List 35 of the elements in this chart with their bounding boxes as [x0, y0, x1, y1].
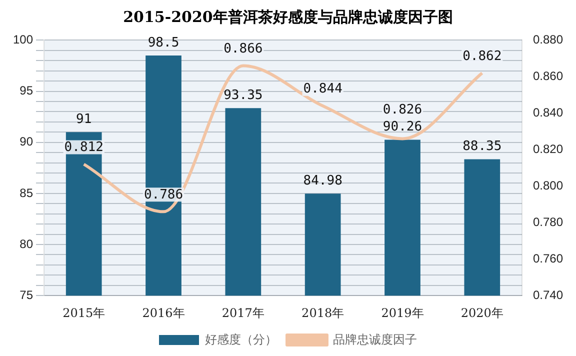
y2-tick-label: 0.740 — [532, 288, 564, 302]
chart-title: 2015-2020年普洱茶好感度与品牌忠诚度因子图 — [122, 7, 454, 28]
data-label: 0.786 — [144, 188, 184, 203]
data-label: 88.35 — [462, 139, 502, 154]
data-label: 0.866 — [224, 42, 263, 57]
data-label: 98.5 — [148, 35, 180, 50]
y2-tick-label: 0.800 — [532, 178, 564, 192]
y-tick-label: 85 — [20, 186, 34, 200]
y2-tick-label: 0.860 — [532, 69, 564, 83]
x-tick-label: 2019年 — [381, 306, 424, 320]
legend-label: 好感度（分） — [205, 332, 277, 346]
y-tick-label: 90 — [20, 134, 34, 149]
data-label: 0.812 — [64, 140, 104, 156]
data-label: 84.98 — [303, 174, 342, 189]
data-label: 0.862 — [462, 48, 502, 64]
y2-tick-label: 0.820 — [532, 142, 564, 156]
y2-tick-label: 0.780 — [532, 214, 564, 229]
data-label: 0.826 — [382, 102, 422, 118]
x-tick-label: 2015年 — [62, 306, 106, 320]
x-tick-label: 2016年 — [142, 306, 185, 320]
data-label: 91 — [76, 112, 92, 128]
y2-tick-label: 0.760 — [532, 251, 564, 266]
data-label: 93.35 — [224, 88, 263, 104]
y-tick-label: 100 — [12, 32, 34, 47]
x-tick-label: 2018年 — [302, 306, 344, 320]
legend-label: 品牌忠诚度因子 — [333, 332, 417, 346]
x-tick-label: 2020年 — [460, 306, 504, 320]
y2-tick-label: 0.880 — [532, 32, 564, 47]
x-tick-label: 2017年 — [222, 306, 264, 320]
y-tick-label: 80 — [20, 236, 34, 251]
y-tick-label: 75 — [20, 288, 34, 302]
y-tick-label: 95 — [20, 84, 34, 98]
data-label: 0.844 — [303, 82, 343, 97]
data-label: 90.26 — [382, 120, 422, 135]
y2-tick-label: 0.840 — [532, 105, 564, 120]
